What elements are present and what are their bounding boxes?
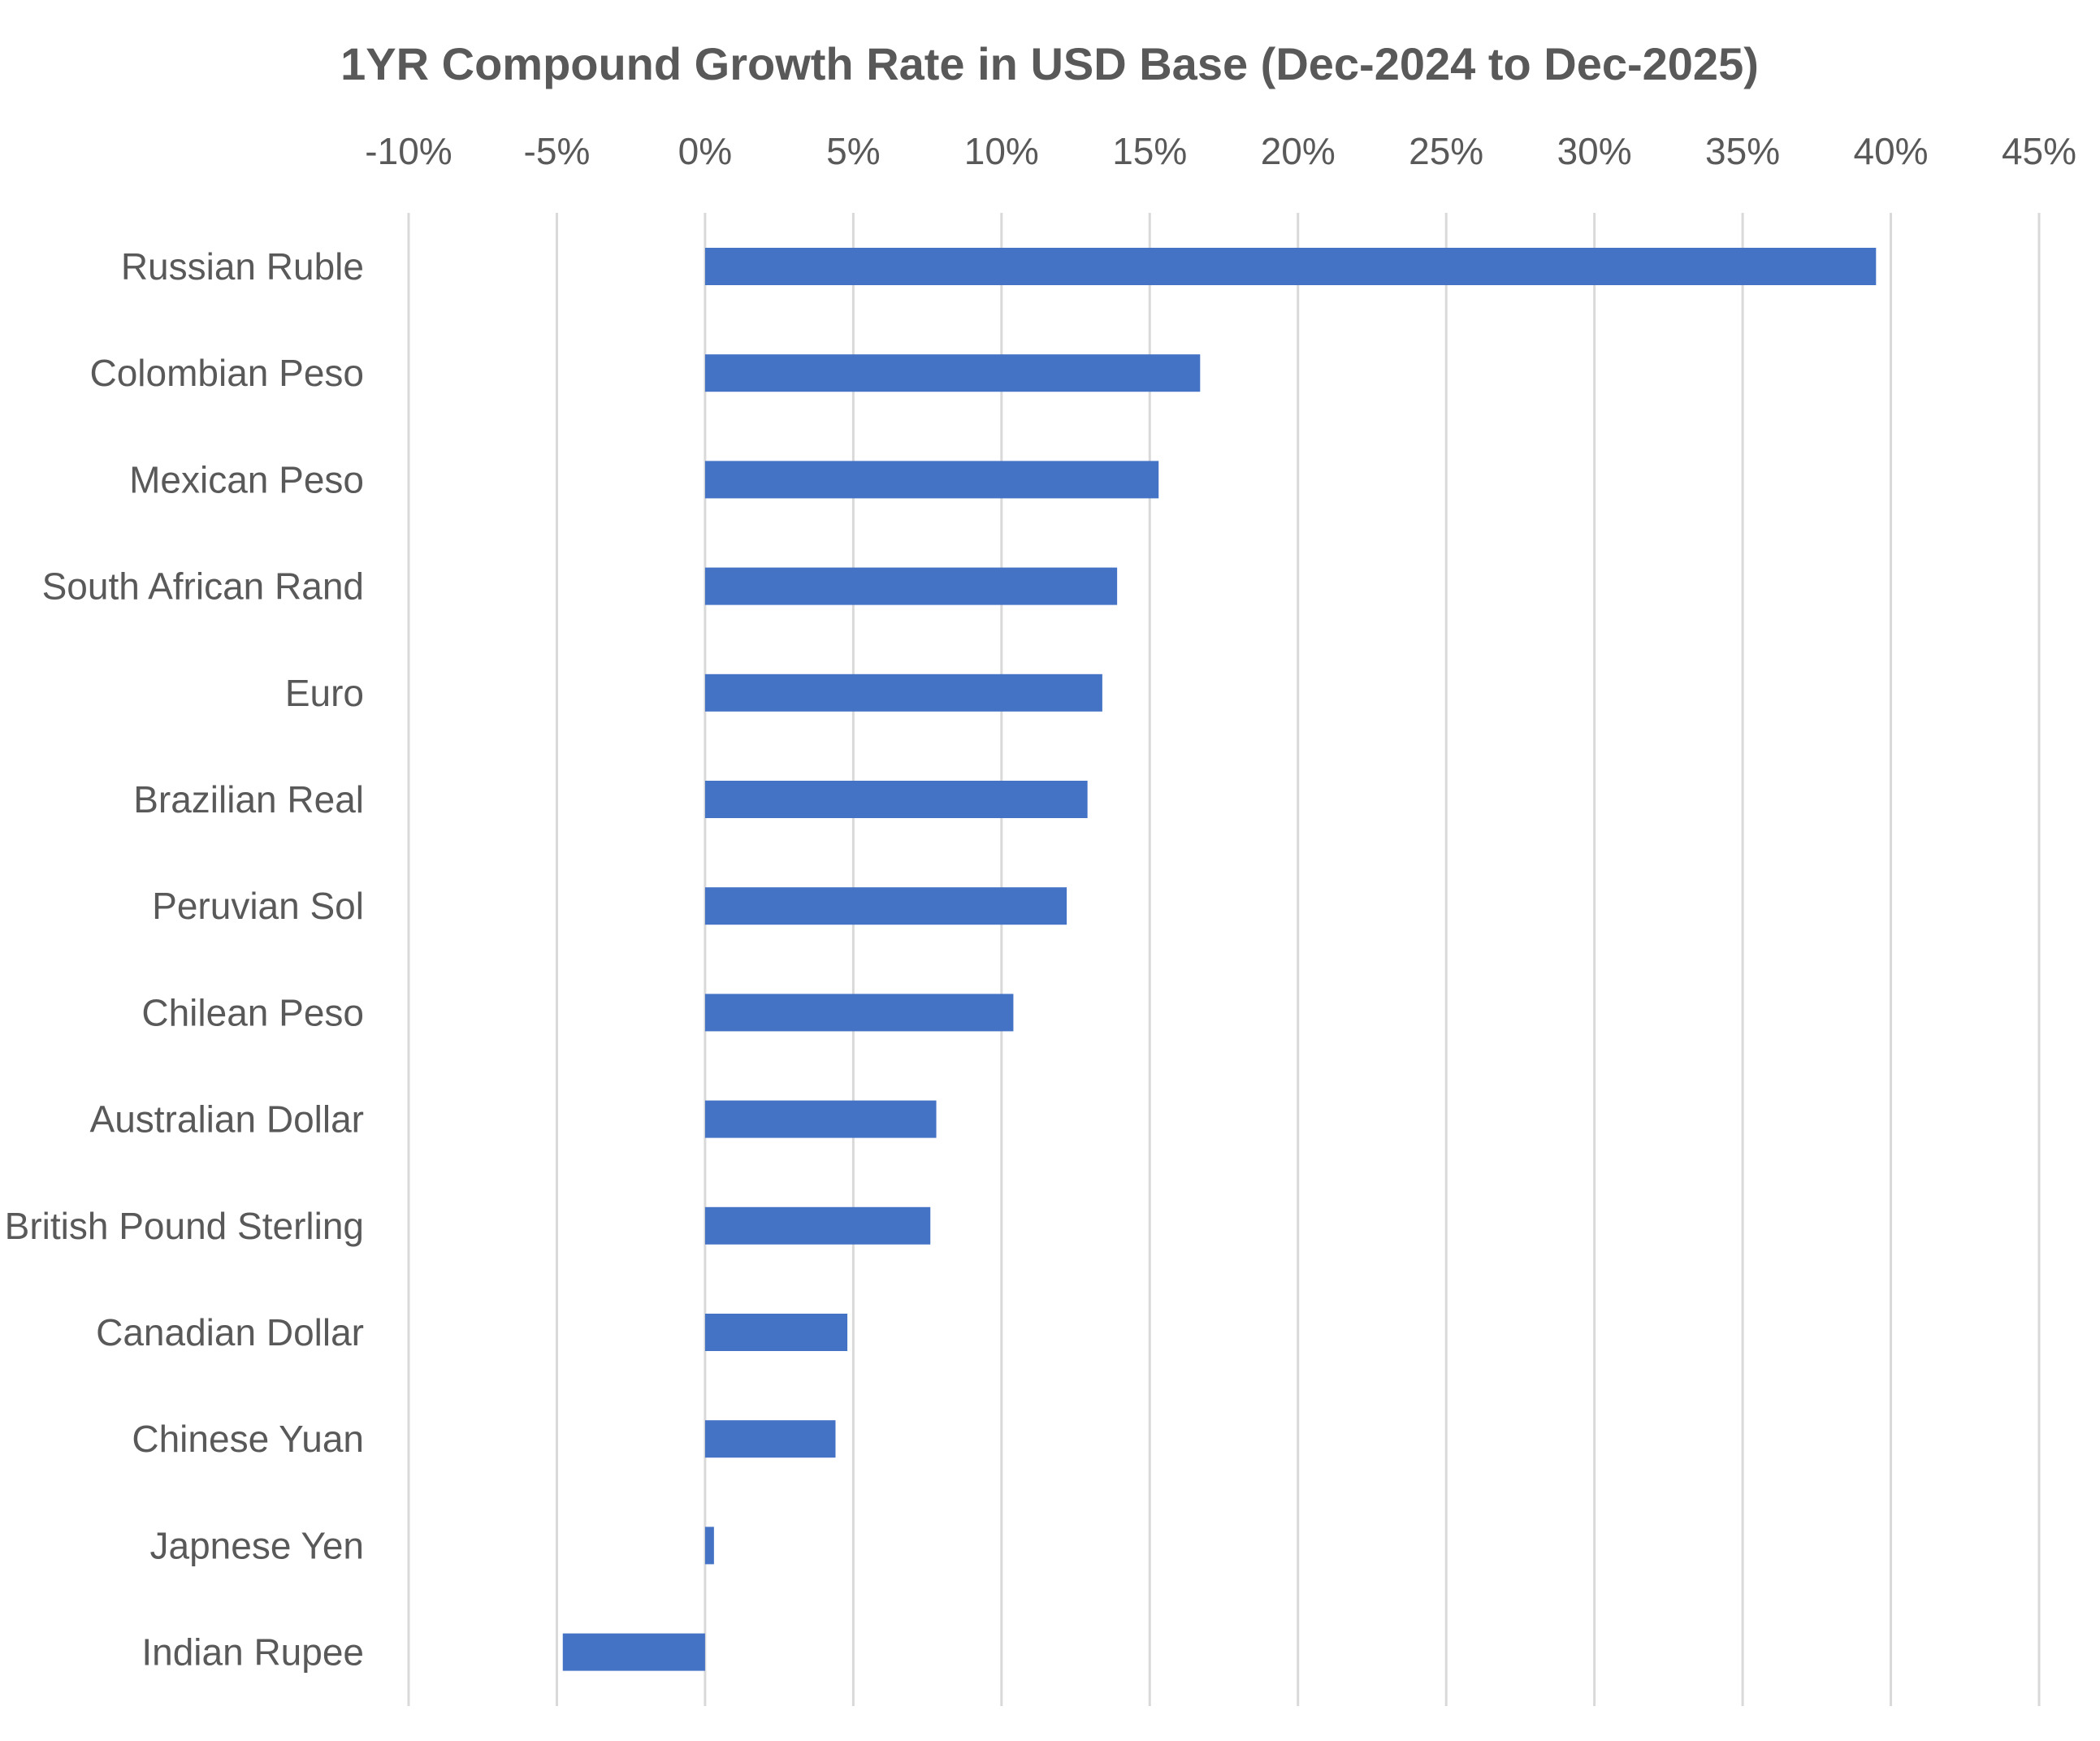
bar: [704, 1206, 931, 1245]
x-tick-label: 15%: [1112, 130, 1187, 172]
x-tick-label: 35%: [1705, 130, 1780, 172]
bar: [704, 1100, 937, 1138]
x-tick-label: 45%: [2002, 130, 2076, 172]
x-tick-label: -5%: [524, 130, 591, 172]
category-label: Euro: [285, 672, 364, 714]
x-tick-label: 30%: [1557, 130, 1632, 172]
category-label: Indian Rupee: [141, 1631, 364, 1674]
category-label: Mexican Peso: [129, 458, 364, 500]
category-label: Colombian Peso: [89, 352, 364, 394]
x-tick-label: 0%: [678, 130, 732, 172]
category-label: Brazilian Real: [133, 778, 364, 821]
x-tick-label: 40%: [1854, 130, 1929, 172]
bar: [704, 994, 1014, 1032]
category-label: South African Rand: [42, 565, 364, 608]
bar: [704, 461, 1159, 499]
bar: [562, 1633, 705, 1671]
bar: [704, 567, 1118, 605]
category-label: British Pound Sterling: [5, 1205, 364, 1247]
category-label: Russian Ruble: [121, 245, 364, 288]
category-label: Japnese Yen: [150, 1524, 365, 1566]
category-label: Australian Dollar: [90, 1098, 364, 1141]
bar: [704, 887, 1067, 925]
chart-title: 1YR Compound Growth Rate in USD Base (De…: [340, 38, 1759, 89]
category-label: Peruvian Sol: [152, 885, 364, 927]
category-label: Canadian Dollar: [96, 1311, 364, 1353]
bar: [704, 248, 1877, 285]
bar: [704, 1527, 714, 1565]
x-tick-label: 5%: [826, 130, 880, 172]
x-tick-label: -10%: [365, 130, 452, 172]
bars: [562, 248, 1877, 1671]
bar: [704, 1420, 836, 1458]
bar: [704, 354, 1201, 392]
bar: [704, 1314, 848, 1351]
category-label: Chilean Peso: [141, 991, 364, 1033]
bar: [704, 673, 1102, 712]
category-label: Chinese Yuan: [132, 1418, 364, 1460]
bar: [704, 781, 1088, 818]
category-labels: Russian Ruble Colombian Peso Mexican Peso S…: [5, 245, 364, 1674]
x-tick-label: 10%: [964, 130, 1039, 172]
x-tick-label: 20%: [1261, 130, 1336, 172]
x-axis-tick-labels: -10% -5% 0% 5% 10% 15% 20% 25% 30% 35% 40% 45%: [365, 130, 2076, 172]
x-tick-label: 25%: [1409, 130, 1483, 172]
gridlines: [407, 213, 2041, 1706]
